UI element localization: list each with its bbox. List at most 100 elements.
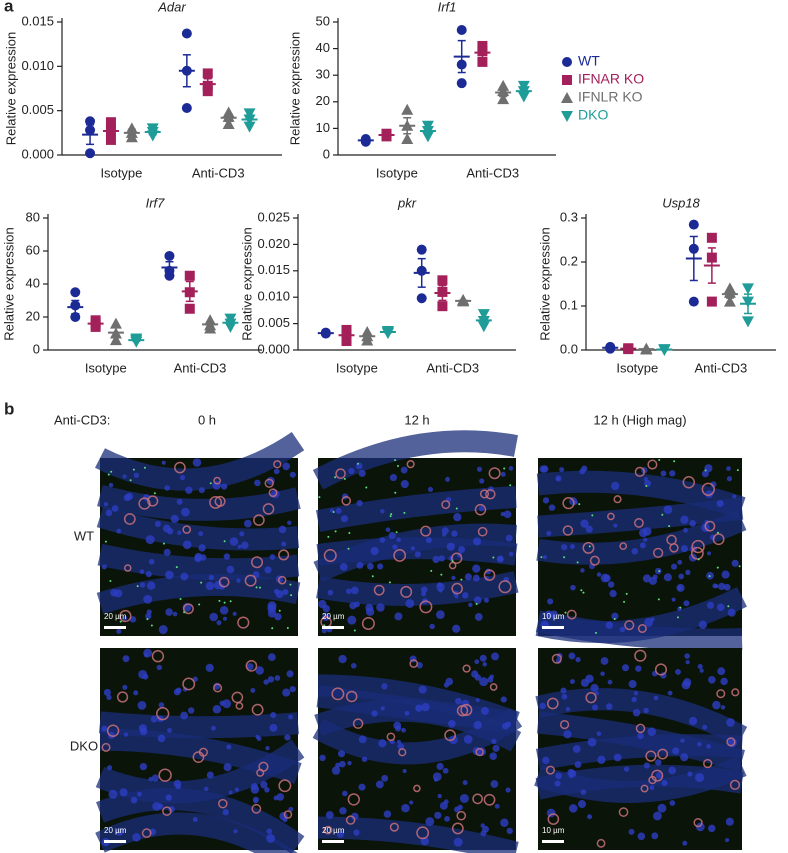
data-point — [105, 117, 116, 128]
nucleus — [695, 822, 705, 832]
nucleus — [453, 837, 463, 847]
nucleus — [647, 727, 657, 736]
chart-title: pkr — [397, 195, 417, 210]
nucleus — [487, 676, 494, 683]
nucleus — [222, 616, 228, 621]
nucleus — [611, 481, 620, 491]
data-point — [85, 148, 96, 159]
stained-cell — [485, 489, 496, 500]
nucleus — [454, 594, 459, 599]
row-label: DKO — [70, 738, 98, 753]
stained-cell — [654, 663, 668, 676]
nucleus — [491, 738, 497, 745]
stained-cell — [283, 810, 293, 819]
nucleus — [198, 544, 206, 552]
nucleus — [123, 494, 131, 502]
nucleus — [139, 727, 148, 736]
green-dot — [353, 629, 356, 632]
nucleus — [377, 563, 384, 570]
stained-cell — [669, 543, 679, 553]
nucleus — [287, 520, 292, 526]
nucleus — [455, 697, 462, 705]
nucleus — [388, 531, 396, 540]
nucleus — [441, 527, 449, 535]
nucleus — [269, 723, 278, 732]
nucleus — [642, 527, 652, 536]
micrograph: 20 µm — [312, 648, 523, 853]
nucleus — [255, 666, 264, 675]
stained-cell — [182, 525, 192, 534]
nucleus — [266, 828, 273, 835]
nucleus — [697, 664, 703, 670]
nucleus — [319, 754, 326, 762]
stained-cell — [361, 616, 375, 631]
nucleus — [282, 462, 291, 471]
stained-cell — [345, 815, 356, 825]
nucleus — [119, 788, 128, 797]
data-point — [456, 24, 467, 35]
data-point — [477, 309, 490, 321]
y-tick-label: 40 — [316, 40, 330, 55]
nucleus — [325, 811, 334, 819]
data-point — [181, 103, 192, 114]
nucleus — [414, 551, 421, 558]
nucleus — [546, 530, 552, 536]
nucleus — [351, 812, 359, 821]
stained-cell — [479, 489, 490, 499]
green-dot — [397, 464, 400, 467]
green-dot — [460, 578, 463, 581]
green-dot — [658, 570, 661, 573]
nucleus — [671, 597, 676, 602]
nucleus — [577, 800, 586, 809]
y-axis-label: Relative expression — [239, 227, 254, 340]
stained-cell — [156, 706, 170, 721]
nucleus — [607, 679, 613, 685]
nucleus — [198, 487, 205, 494]
green-dot — [162, 542, 165, 545]
green-dot — [223, 540, 226, 543]
nucleus — [587, 737, 597, 747]
green-dot — [503, 467, 506, 470]
stained-cell — [634, 466, 645, 478]
nucleus — [492, 744, 500, 752]
green-dot — [540, 556, 543, 559]
nucleus — [494, 803, 500, 809]
nucleus — [555, 475, 562, 482]
nucleus — [339, 807, 347, 815]
x-tick-label: Anti-CD3 — [192, 165, 245, 180]
nucleus — [181, 507, 190, 517]
nucleus — [264, 787, 270, 793]
green-dot — [716, 566, 719, 569]
nucleus — [145, 535, 155, 545]
nucleus — [212, 704, 222, 714]
nucleus — [208, 574, 215, 581]
nucleus — [389, 473, 397, 482]
nucleus — [607, 581, 615, 588]
stained-cell — [278, 549, 290, 561]
stained-cell — [690, 546, 704, 560]
nucleus — [663, 573, 672, 582]
data-point — [184, 303, 195, 314]
nucleus — [445, 677, 454, 686]
nucleus — [152, 802, 161, 811]
nucleus — [685, 660, 690, 665]
nucleus — [609, 589, 617, 598]
nucleus — [151, 774, 159, 782]
stained-cell — [477, 526, 488, 537]
stained-cell — [726, 737, 736, 747]
nucleus — [421, 591, 427, 597]
x-tick-label: Isotype — [100, 165, 142, 180]
nucleus — [219, 700, 225, 706]
data-point — [477, 56, 488, 67]
nucleus — [350, 662, 357, 669]
nucleus — [632, 708, 641, 717]
stained-cell — [448, 561, 457, 570]
nucleus — [116, 528, 122, 534]
nucleus — [194, 554, 202, 563]
nucleus — [635, 665, 642, 672]
nucleus — [559, 467, 565, 473]
nucleus — [239, 531, 245, 537]
nucleus — [122, 474, 127, 479]
stained-cell — [551, 653, 562, 664]
data-point — [181, 28, 192, 39]
